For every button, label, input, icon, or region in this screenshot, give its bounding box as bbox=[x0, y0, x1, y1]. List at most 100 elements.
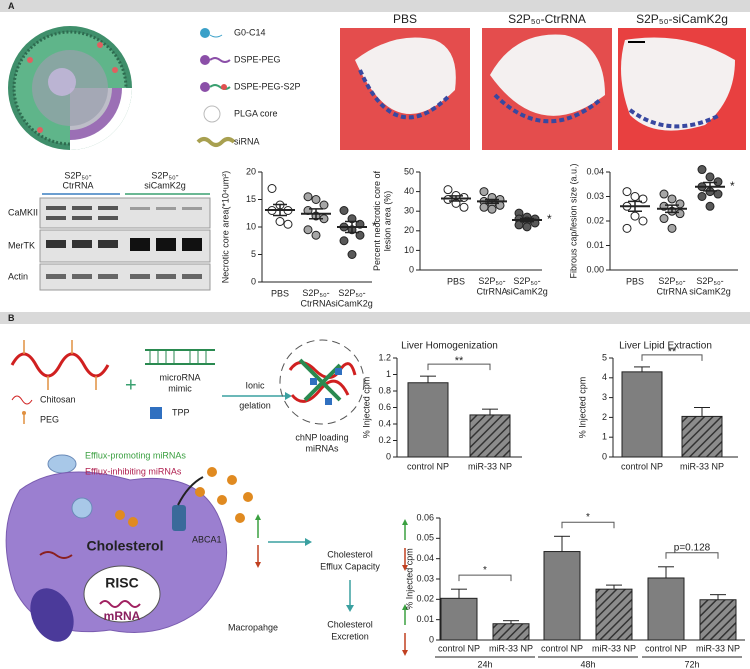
error-bar bbox=[703, 181, 717, 192]
protein-label: CaMKII bbox=[8, 207, 38, 217]
x-tick-label: S2P₅₀-siCamK2g bbox=[689, 276, 731, 296]
scheme-label: gelation bbox=[239, 400, 271, 410]
y-tick-label: 40 bbox=[404, 186, 414, 196]
significance: * bbox=[372, 219, 377, 233]
label-line: S2P₅₀- bbox=[338, 288, 365, 298]
significance: * bbox=[730, 179, 735, 193]
data-point bbox=[303, 192, 313, 202]
y-tick-label: 2 bbox=[602, 412, 607, 422]
y-tick-label: 0.00 bbox=[586, 264, 604, 274]
x-tick-label: miR-33 NP bbox=[489, 643, 533, 653]
data-point bbox=[303, 225, 313, 235]
scheme-drawing: + bbox=[5, 339, 408, 656]
y-tick-label: 3 bbox=[602, 392, 607, 402]
component-label: G0-C14 bbox=[234, 27, 266, 37]
scheme-label: mRNA bbox=[104, 609, 141, 623]
error-bar bbox=[628, 200, 642, 212]
y-tick-label: 10 bbox=[404, 245, 414, 255]
data-point bbox=[705, 172, 715, 182]
y-tick-label: 0.8 bbox=[378, 385, 391, 395]
x-tick-label: S2P₅₀-siCamK2g bbox=[331, 288, 373, 308]
scheme-label: Excretion bbox=[331, 631, 369, 641]
error-bar bbox=[273, 203, 287, 217]
blot-group-label: siCamK2g bbox=[144, 180, 186, 190]
svg-text:+: + bbox=[125, 374, 137, 396]
histology-images bbox=[340, 28, 746, 150]
y-tick-label: 0.05 bbox=[416, 533, 434, 543]
x-tick-label: control NP bbox=[645, 643, 687, 653]
nanoparticle bbox=[8, 26, 132, 150]
data-point bbox=[667, 194, 677, 204]
label-line: S2P₅₀- bbox=[658, 276, 685, 286]
y-tick-label: 30 bbox=[404, 206, 414, 216]
y-tick-label: 1 bbox=[386, 369, 391, 379]
label-line: S2P₅₀- bbox=[302, 288, 329, 298]
label-line: siCamK2g bbox=[331, 299, 373, 309]
y-tick-label: 0.4 bbox=[378, 418, 391, 428]
y-axis-label: % Injected cpm bbox=[404, 548, 414, 610]
blot-group-label: S2P₅₀- bbox=[64, 170, 91, 180]
scheme-label: miRNAs bbox=[306, 443, 339, 453]
y-tick-label: 0 bbox=[251, 276, 256, 286]
scheme-label: Macropahge bbox=[228, 622, 278, 632]
chart-title: Liver Lipid Extraction bbox=[619, 341, 712, 352]
y-axis-label: % Injected cpm bbox=[361, 377, 371, 439]
component-label: DSPE-PEG bbox=[234, 54, 281, 64]
significance-bracket bbox=[665, 552, 719, 559]
y-tick-label: 1.2 bbox=[378, 352, 391, 362]
bar bbox=[647, 577, 685, 641]
bar bbox=[469, 414, 511, 458]
y-tick-label: 0.02 bbox=[586, 215, 604, 225]
bar bbox=[492, 623, 530, 641]
data-point bbox=[675, 209, 685, 219]
y-tick-label: 0.03 bbox=[416, 573, 434, 583]
data-point bbox=[283, 219, 293, 229]
data-point bbox=[347, 250, 357, 259]
label-line: lesion area (%) bbox=[383, 191, 393, 252]
bar bbox=[621, 371, 663, 458]
scheme-label: Cholesterol bbox=[327, 619, 373, 629]
error-bar bbox=[449, 195, 463, 202]
histology-title: S2P₅₀-CtrRNA bbox=[508, 12, 586, 26]
scheme-label: Efflux-inhibiting miRNAs bbox=[85, 466, 182, 476]
bar bbox=[440, 597, 478, 641]
x-tick-label: miR-33 NP bbox=[468, 461, 512, 471]
data-point bbox=[479, 187, 489, 197]
label-line: siCamK2g bbox=[506, 287, 548, 297]
data-point bbox=[319, 200, 329, 210]
x-tick-label: control NP bbox=[621, 461, 663, 471]
label-line: CtrRNA bbox=[301, 299, 332, 309]
data-point bbox=[443, 185, 453, 195]
x-tick-label: control NP bbox=[407, 461, 449, 471]
data-point bbox=[622, 223, 632, 233]
data-point bbox=[275, 217, 285, 226]
scheme-label: microRNA bbox=[159, 372, 200, 382]
data-point bbox=[697, 192, 707, 201]
data-point bbox=[479, 202, 489, 212]
panel-header bbox=[0, 0, 750, 12]
bar bbox=[681, 415, 723, 458]
data-point bbox=[667, 223, 677, 233]
x-tick-label: S2P₅₀-CtrRNA bbox=[477, 276, 508, 296]
scheme-label: chNP loading bbox=[295, 432, 348, 442]
significance-bracket bbox=[561, 521, 615, 529]
x-tick-label: miR-33 NP bbox=[680, 461, 724, 471]
panel-label: B bbox=[8, 313, 15, 323]
bar bbox=[543, 551, 581, 641]
x-tick-label: PBS bbox=[271, 288, 289, 298]
y-tick-label: 20 bbox=[404, 225, 414, 235]
data-point bbox=[339, 236, 349, 246]
data-point bbox=[522, 222, 532, 232]
error-bar bbox=[485, 198, 499, 205]
scheme-label: ABCA1 bbox=[192, 534, 222, 544]
y-tick-label: 5 bbox=[602, 352, 607, 362]
histology-title: PBS bbox=[393, 12, 417, 26]
x-tick-label: control NP bbox=[541, 643, 583, 653]
scheme-label: TPP bbox=[172, 407, 190, 417]
y-tick-label: 0.2 bbox=[378, 435, 391, 445]
data-point bbox=[675, 199, 685, 209]
data-point bbox=[622, 187, 632, 197]
y-tick-label: 0.6 bbox=[378, 402, 391, 412]
scheme-label: Cholesterol bbox=[327, 549, 373, 559]
y-tick-label: 10 bbox=[246, 221, 256, 231]
